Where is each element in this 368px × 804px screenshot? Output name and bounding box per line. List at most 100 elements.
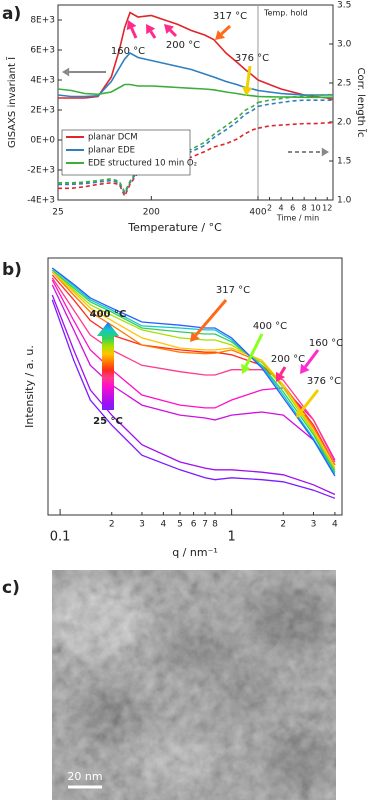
y-tick-label: 8E+3	[30, 16, 55, 26]
arrow-shaft	[169, 29, 178, 38]
arrow-head	[241, 86, 253, 96]
panel-label: b)	[2, 260, 22, 280]
x-tick-label: 200	[143, 208, 160, 218]
line	[257, 95, 333, 99]
legend-label: planar EDE	[88, 146, 135, 156]
curve	[51, 294, 336, 496]
dashed-line	[257, 99, 333, 108]
arrow-shaft	[130, 27, 138, 39]
arrow-shaft	[149, 30, 157, 39]
line	[58, 83, 259, 98]
annotation: 160 °C	[111, 46, 145, 57]
curve	[51, 271, 336, 469]
plot-frame	[47, 257, 343, 516]
legend-label: planar DCM	[88, 133, 138, 143]
annotation: 376 °C	[307, 376, 341, 387]
arrow-shaft	[279, 366, 287, 376]
arrow-shaft	[245, 65, 252, 88]
x-tick-label: 3	[311, 520, 317, 530]
time-axis-label: Time / min	[276, 214, 319, 223]
hold-label: Temp. hold	[263, 9, 308, 18]
y2-tick-label: 2.5	[337, 79, 351, 89]
arrow-head	[321, 147, 329, 157]
tem-texture	[52, 570, 336, 800]
y-tick-label: 0E+0	[30, 136, 55, 146]
y2-tick-label: 1.0	[337, 196, 352, 206]
arrow-head	[146, 24, 156, 35]
time-tick-label: 12	[322, 204, 332, 213]
arrow-shaft	[300, 389, 320, 413]
arrow-shaft	[220, 24, 232, 36]
line	[257, 89, 333, 96]
time-tick-label: 10	[311, 204, 321, 213]
arrow-head	[126, 20, 137, 31]
x-axis-label: Temperature / °C	[127, 221, 222, 234]
annotation: 200 °C	[271, 354, 305, 365]
time-tick-label: 6	[290, 204, 295, 213]
x-tick-label: 8	[212, 520, 218, 530]
x-tick-label: 6	[191, 520, 197, 530]
arrow-head	[62, 67, 70, 77]
y2-tick-label: 1.5	[337, 157, 351, 167]
y-tick-label: 2E+3	[30, 106, 55, 116]
y-tick-label: 4E+3	[30, 76, 55, 86]
curve	[51, 269, 336, 471]
annotation: 317 °C	[216, 285, 250, 296]
x-tick-label: 5	[177, 520, 183, 530]
x-tick-label: 7	[202, 520, 208, 530]
y-tick-label: -4E+3	[27, 196, 55, 206]
time-tick-label: 4	[279, 204, 284, 213]
y-axis-label: Intensity / a. u.	[23, 345, 36, 428]
panel-label: c)	[2, 578, 20, 598]
y2-axis-label: Corr. length l̃c	[355, 68, 368, 138]
curve	[51, 269, 336, 473]
annotation: 317 °C	[213, 11, 247, 22]
arrow-head	[276, 371, 286, 382]
y2-tick-label: 3.5	[337, 1, 351, 11]
annotation: 160 °C	[309, 338, 343, 349]
y-tick-label: 6E+3	[30, 46, 55, 56]
curve	[51, 299, 336, 499]
arrow-head	[164, 24, 174, 34]
arrow-head	[300, 363, 310, 374]
x-tick-label: 4	[161, 520, 167, 530]
time-tick-label: 2	[267, 204, 272, 213]
arrow-shaft	[244, 333, 264, 367]
x-tick-label: 4	[332, 520, 338, 530]
arrow-shaft	[304, 349, 320, 368]
line	[58, 51, 259, 98]
x-tick-label: 1	[227, 530, 235, 545]
line	[58, 11, 259, 99]
plot-frame	[57, 4, 334, 201]
x-tick-label: 25	[52, 208, 63, 218]
plot-area	[51, 267, 336, 499]
x-tick-label: 3	[139, 520, 145, 530]
y2-tick-label: 3.0	[337, 40, 352, 50]
x-axis-label: q / nm⁻¹	[172, 546, 218, 559]
y2-tick-label: 2.0	[337, 118, 352, 128]
x-tick-label: 0.1	[50, 530, 71, 545]
arrow-head	[215, 30, 226, 40]
x-tick-label: 400	[249, 208, 266, 218]
dashed-line	[257, 122, 333, 129]
panel-label: a)	[2, 4, 21, 24]
y-axis-label: GISAXS invariant Ĩ	[5, 56, 18, 148]
time-tick-label: 8	[302, 204, 307, 213]
x-tick-label: 2	[280, 520, 286, 530]
arrow-head	[296, 407, 306, 418]
colorbar-bottom-label: 25 °C	[93, 416, 123, 427]
scale-bar-label: 20 nm	[67, 770, 102, 783]
curve	[51, 271, 336, 466]
curve	[51, 267, 336, 477]
colorbar-arrow	[97, 322, 119, 410]
arrow-shaft	[194, 299, 228, 337]
annotation: 400 °C	[253, 321, 287, 332]
annotation: 376 °C	[235, 53, 269, 64]
arrow-head	[241, 363, 251, 374]
colorbar-top-label: 400 °C	[90, 309, 127, 320]
curve	[51, 284, 336, 471]
tem-image	[52, 570, 336, 800]
annotation: 200 °C	[166, 40, 200, 51]
